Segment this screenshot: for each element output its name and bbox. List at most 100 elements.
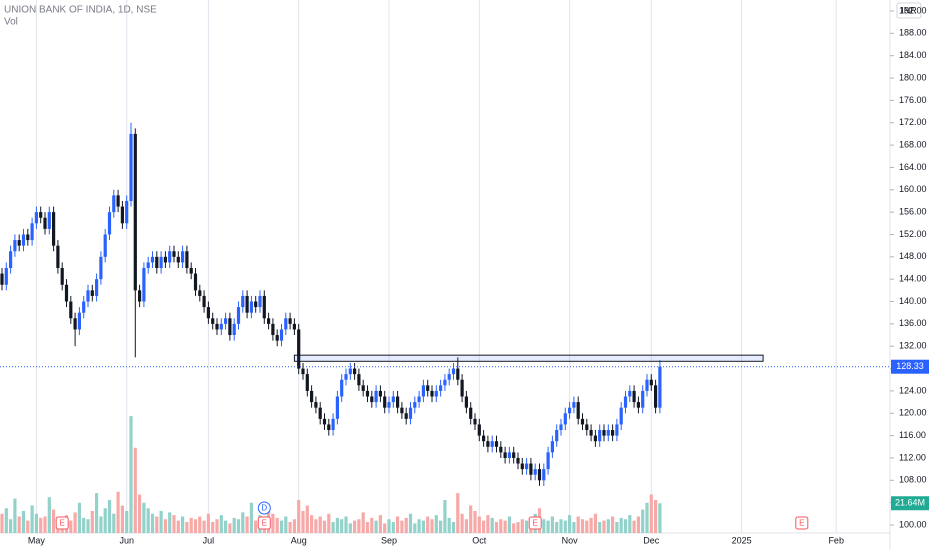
event-marker[interactable]: E xyxy=(257,516,271,530)
candle-body xyxy=(142,268,146,302)
volume-bar xyxy=(623,519,628,533)
volume-bar xyxy=(645,502,649,533)
currency-box[interactable] xyxy=(896,2,922,19)
candle-body xyxy=(125,200,129,224)
volume-bar xyxy=(279,520,284,533)
candle-body xyxy=(146,262,150,268)
last-volume-label: 21.64M xyxy=(895,498,925,508)
candle-body xyxy=(615,424,619,436)
event-marker[interactable]: E xyxy=(795,516,809,530)
last-volume-box xyxy=(891,496,929,511)
event-marker[interactable]: E xyxy=(55,516,69,530)
x-tick-label: 2025 xyxy=(732,535,752,545)
volume-bar xyxy=(585,520,589,533)
candle-body xyxy=(593,435,597,442)
event-label: E xyxy=(533,519,538,528)
volume-bar xyxy=(516,522,520,533)
candle-body xyxy=(120,206,124,224)
candle-body xyxy=(499,446,503,453)
candle-body xyxy=(245,295,249,313)
candle-body xyxy=(439,385,443,391)
volume-bar xyxy=(563,520,567,533)
volume-bar xyxy=(185,522,189,533)
candle-body xyxy=(628,390,632,397)
candle-body xyxy=(533,469,537,475)
candle-body xyxy=(340,379,344,397)
volume-bar xyxy=(116,491,120,533)
volume-bar xyxy=(494,522,499,533)
candle-body xyxy=(9,251,13,268)
volume-bar xyxy=(103,508,107,533)
candle-body xyxy=(645,379,649,391)
candle-body xyxy=(568,407,572,414)
volume-bar xyxy=(292,519,296,533)
volume-bar xyxy=(451,522,456,533)
candle-body xyxy=(451,368,456,375)
x-tick-label: May xyxy=(28,535,46,545)
volume-bar xyxy=(365,522,370,533)
volume-bar xyxy=(39,517,43,533)
volume-bar xyxy=(176,520,180,533)
y-tick-label: 188.00 xyxy=(899,28,927,38)
volume-bar xyxy=(310,515,314,533)
volume-bar xyxy=(353,520,357,533)
candle-body xyxy=(271,323,275,336)
candle-body xyxy=(112,195,116,213)
x-tick-label: Jul xyxy=(203,535,215,545)
volume-bar xyxy=(236,519,241,533)
candle-body xyxy=(133,133,137,291)
candle-body xyxy=(361,385,365,391)
candle-body xyxy=(417,396,421,403)
event-badge xyxy=(55,516,69,530)
volume-bar xyxy=(4,508,8,533)
volume-bar xyxy=(43,516,47,533)
candle-body xyxy=(477,424,481,436)
candle-body xyxy=(232,323,236,336)
volume-bar xyxy=(34,513,38,533)
candle-body xyxy=(520,463,524,470)
candle-body xyxy=(305,374,309,391)
candle-body xyxy=(90,290,94,296)
y-tick-label: 172.00 xyxy=(899,117,927,127)
candle-body xyxy=(279,329,284,341)
volume-bar xyxy=(559,519,563,533)
candle-body xyxy=(331,418,335,431)
volume-bar xyxy=(69,520,73,533)
candle-body xyxy=(370,396,374,403)
candle-body xyxy=(619,407,623,425)
volume-bar xyxy=(383,523,387,533)
candle-body xyxy=(258,295,262,308)
volume-bar xyxy=(430,519,434,533)
volume-bar xyxy=(434,515,438,533)
candle-body xyxy=(129,133,133,201)
volume-bar xyxy=(555,522,559,533)
candle-body xyxy=(447,374,451,380)
candle-body xyxy=(215,323,219,330)
volume-bar xyxy=(576,516,580,533)
volume-bar xyxy=(0,513,4,533)
event-marker[interactable]: E xyxy=(528,516,542,530)
volume-bar xyxy=(254,520,258,533)
event-badge xyxy=(257,516,271,530)
candle-body xyxy=(202,295,206,308)
y-tick-label: 168.00 xyxy=(899,139,927,149)
currency[interactable]: INR xyxy=(901,5,917,15)
volume-bar xyxy=(542,519,546,533)
candle-body xyxy=(52,212,56,246)
volume-bar xyxy=(120,505,124,533)
candle-body xyxy=(512,452,516,458)
volume-pane xyxy=(0,416,662,533)
volume-bar xyxy=(52,509,56,533)
last-price-label: 128.33 xyxy=(896,361,924,371)
candle-body xyxy=(486,441,490,447)
event-marker[interactable]: D xyxy=(257,501,271,515)
volume-bar xyxy=(408,513,413,533)
candle-body xyxy=(413,402,417,408)
volume-bar xyxy=(486,515,490,533)
volume-bar xyxy=(9,519,13,533)
candle-body xyxy=(348,368,352,375)
y-tick-label: 152.00 xyxy=(899,229,927,239)
volume-bar xyxy=(606,519,610,533)
candle-body xyxy=(150,256,155,263)
